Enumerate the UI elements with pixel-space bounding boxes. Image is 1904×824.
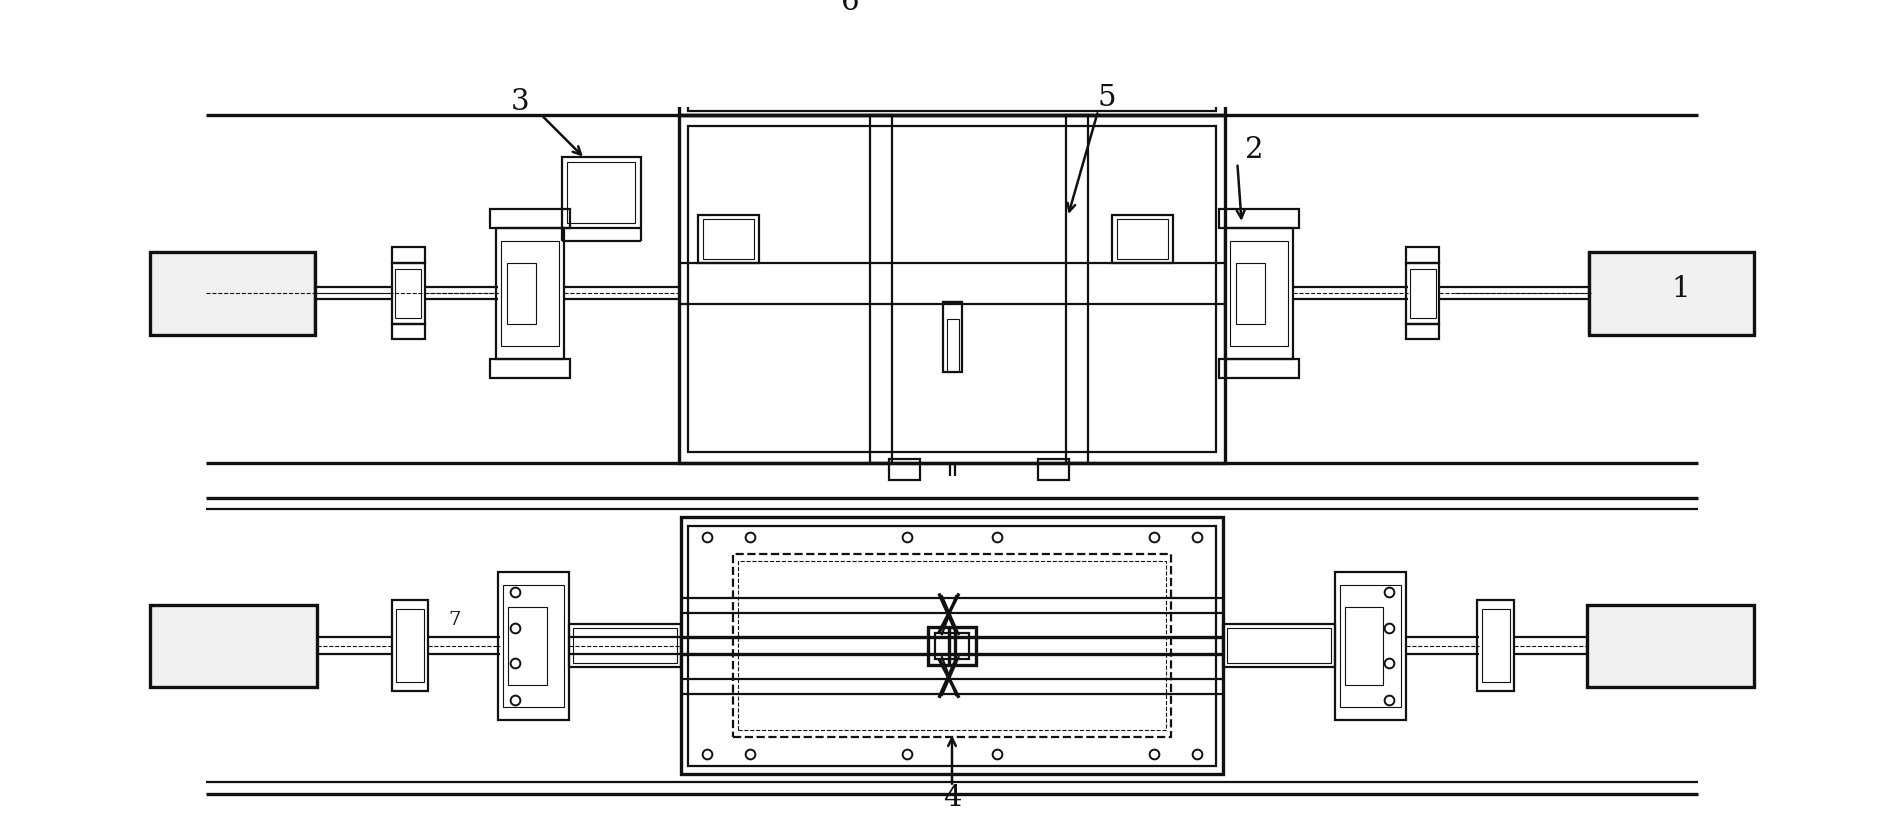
Bar (942, 302, 962, 372)
Bar (569, 624, 680, 667)
Bar (1481, 609, 1510, 682)
Bar (501, 241, 558, 345)
Bar (699, 215, 760, 263)
Bar (1224, 228, 1293, 358)
Bar (889, 459, 920, 480)
Bar (687, 40, 1217, 110)
Bar (508, 606, 546, 685)
Bar (150, 605, 316, 686)
Bar (870, 115, 891, 463)
Bar (396, 269, 421, 318)
Bar (1478, 601, 1514, 691)
Bar (1219, 358, 1299, 377)
Bar (680, 517, 1224, 775)
Bar (392, 263, 425, 324)
Bar (1588, 605, 1754, 686)
Bar (497, 572, 569, 719)
Bar (392, 601, 428, 691)
Bar (946, 320, 960, 372)
Bar (1066, 115, 1087, 463)
Text: 2: 2 (1245, 136, 1264, 164)
Bar (567, 162, 636, 222)
Bar (392, 247, 425, 263)
Bar (150, 251, 316, 335)
Bar (1236, 263, 1264, 324)
Bar (739, 561, 1165, 730)
Bar (1219, 209, 1299, 228)
Bar (497, 228, 564, 358)
Bar (489, 209, 569, 228)
Bar (1340, 585, 1401, 706)
Bar (1409, 269, 1436, 318)
Bar (1335, 572, 1407, 719)
Bar (687, 126, 1217, 452)
Bar (680, 115, 1224, 463)
Bar (573, 628, 678, 663)
Bar (935, 633, 969, 658)
Text: 6: 6 (842, 0, 859, 16)
Bar (1230, 241, 1287, 345)
Bar (1224, 624, 1335, 667)
Bar (680, 32, 1224, 115)
Text: 3: 3 (510, 88, 529, 116)
Text: 1: 1 (1672, 275, 1691, 303)
Text: 5: 5 (1097, 83, 1116, 111)
Bar (687, 526, 1217, 765)
Bar (1407, 324, 1439, 339)
Bar (1038, 459, 1068, 480)
Bar (927, 626, 977, 665)
Bar (703, 219, 754, 259)
Bar (1407, 247, 1439, 263)
Bar (489, 358, 569, 377)
Bar (562, 157, 640, 228)
Bar (506, 263, 537, 324)
Text: 4: 4 (942, 784, 962, 812)
Bar (1346, 606, 1384, 685)
Bar (1112, 215, 1173, 263)
Text: 7: 7 (447, 611, 461, 629)
Bar (396, 609, 425, 682)
Bar (1588, 251, 1754, 335)
Bar (1118, 219, 1167, 259)
Bar (1226, 628, 1331, 663)
Bar (733, 555, 1171, 737)
Bar (392, 324, 425, 339)
Bar (503, 585, 564, 706)
Bar (1407, 263, 1439, 324)
